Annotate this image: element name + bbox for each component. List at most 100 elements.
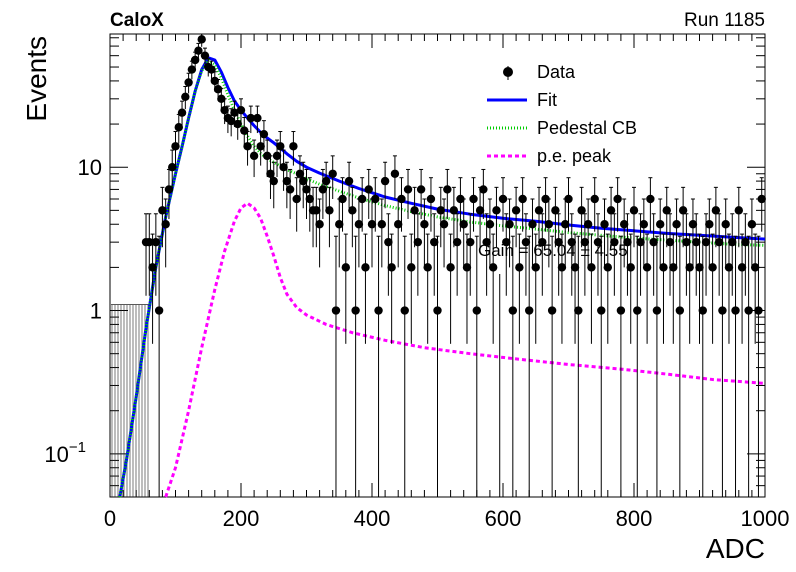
data-point xyxy=(531,233,540,344)
data-point xyxy=(377,198,387,268)
data-marker xyxy=(734,206,743,215)
data-point xyxy=(233,111,242,140)
data-point xyxy=(305,177,314,232)
data-point xyxy=(564,177,573,232)
data-point xyxy=(263,139,272,178)
data-marker xyxy=(482,237,491,247)
data-marker xyxy=(302,185,311,194)
data-point xyxy=(515,233,524,344)
data-point xyxy=(354,198,364,268)
data-marker xyxy=(521,237,531,247)
data-marker xyxy=(731,306,740,315)
data-point xyxy=(567,213,576,296)
data-point xyxy=(161,198,170,268)
data-point xyxy=(469,177,478,232)
data-marker xyxy=(462,263,472,272)
data-marker xyxy=(276,142,285,151)
data-point xyxy=(243,131,252,166)
data-marker xyxy=(567,237,576,247)
data-marker xyxy=(456,194,465,204)
legend-entry-data: Data xyxy=(503,62,576,82)
data-point xyxy=(574,235,583,497)
data-point xyxy=(718,235,727,497)
data-point xyxy=(295,155,305,200)
data-point xyxy=(181,86,190,110)
data-point xyxy=(734,186,743,248)
data-marker xyxy=(685,263,694,272)
data-marker xyxy=(184,78,193,87)
data-point xyxy=(321,161,331,209)
data-point xyxy=(583,198,593,268)
data-point xyxy=(171,131,180,166)
data-marker xyxy=(407,263,416,272)
data-point xyxy=(213,79,223,101)
data-marker xyxy=(669,263,678,272)
data-marker xyxy=(701,237,711,247)
data-point xyxy=(502,213,511,296)
data-marker xyxy=(177,108,187,117)
data-point xyxy=(374,235,383,497)
data-marker xyxy=(623,237,632,247)
legend-entry-pe-peak: p.e. peak xyxy=(487,146,612,166)
legend-label-fit: Fit xyxy=(537,90,557,110)
data-point xyxy=(692,213,701,296)
data-marker xyxy=(629,206,639,215)
data-point xyxy=(639,198,649,268)
data-point xyxy=(236,98,246,125)
data-marker xyxy=(698,306,707,315)
data-marker xyxy=(600,220,609,229)
data-point xyxy=(485,198,495,268)
data-point xyxy=(714,213,724,296)
data-point xyxy=(511,186,521,248)
data-marker xyxy=(341,263,350,272)
y-tick-exponent: −1 xyxy=(69,439,86,456)
data-point xyxy=(619,198,629,268)
data-marker xyxy=(344,176,354,186)
data-marker xyxy=(737,263,747,272)
data-marker xyxy=(295,169,305,178)
data-marker xyxy=(430,237,439,247)
data-point xyxy=(331,235,341,497)
data-marker xyxy=(502,237,511,247)
data-point xyxy=(394,198,403,268)
legend-entry-fit: Fit xyxy=(487,90,557,110)
data-point xyxy=(420,198,429,268)
data-point xyxy=(289,131,298,166)
data-point xyxy=(747,198,757,268)
data-marker xyxy=(705,220,714,229)
data-point xyxy=(688,198,698,268)
data-marker xyxy=(210,76,219,86)
data-marker xyxy=(413,237,423,247)
data-point xyxy=(534,186,544,248)
data-point xyxy=(744,235,753,497)
data-marker xyxy=(371,194,380,204)
data-point xyxy=(498,177,508,232)
data-point xyxy=(351,235,360,497)
data-marker xyxy=(154,306,164,315)
data-marker xyxy=(164,185,174,194)
data-point xyxy=(403,168,413,219)
data-marker xyxy=(384,237,393,247)
data-marker xyxy=(561,220,570,229)
data-marker xyxy=(672,220,681,229)
data-marker xyxy=(662,206,671,215)
data-marker xyxy=(636,237,645,247)
y-tick-label: 1 xyxy=(90,299,102,324)
data-point xyxy=(158,186,167,248)
data-marker xyxy=(616,306,626,315)
data-point xyxy=(695,233,704,344)
data-marker xyxy=(449,206,459,215)
data-point xyxy=(259,120,269,152)
data-marker xyxy=(587,263,596,272)
data-point xyxy=(610,213,619,296)
data-marker xyxy=(452,237,462,247)
data-point xyxy=(449,186,459,248)
x-tick-label: 400 xyxy=(354,506,391,531)
data-point xyxy=(253,105,262,134)
data-point xyxy=(544,198,554,268)
data-point xyxy=(737,233,747,344)
data-marker xyxy=(665,237,675,247)
data-marker xyxy=(200,51,210,60)
data-point xyxy=(551,186,560,248)
data-marker xyxy=(711,206,721,215)
